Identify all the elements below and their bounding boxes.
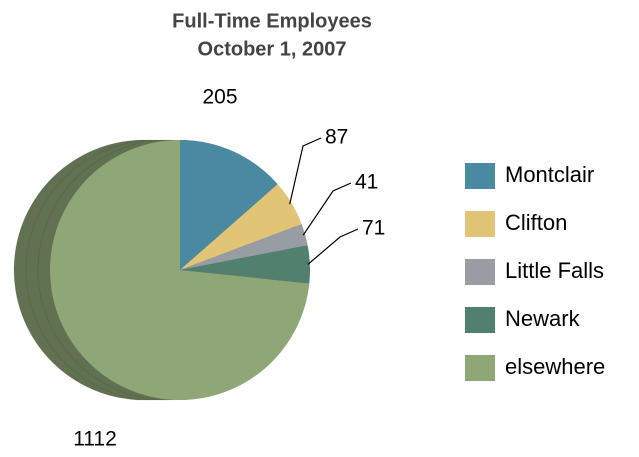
data-label: 71 xyxy=(362,217,385,240)
leader-line xyxy=(289,137,322,205)
chart-subtitle: October 1, 2007 xyxy=(198,38,347,60)
chart-title: Full-Time Employees xyxy=(172,10,372,32)
legend-label: elsewhere xyxy=(505,354,605,379)
legend-label: Montclair xyxy=(505,162,594,187)
legend-label: Little Falls xyxy=(505,258,604,283)
data-label: 41 xyxy=(355,171,378,194)
slice xyxy=(180,245,311,284)
legend-label: Newark xyxy=(505,306,581,331)
slice xyxy=(180,140,278,270)
data-label: 205 xyxy=(202,86,237,109)
legend-swatch xyxy=(465,211,495,237)
leader-line xyxy=(302,182,352,236)
data-label: 87 xyxy=(325,126,348,149)
slice xyxy=(180,224,308,270)
leader-line xyxy=(307,228,359,265)
slice xyxy=(50,140,310,400)
legend-swatch xyxy=(465,307,495,333)
slice xyxy=(180,184,302,270)
data-label: 1112 xyxy=(73,428,117,451)
legend-label: Clifton xyxy=(505,210,567,235)
legend-swatch xyxy=(465,355,495,381)
legend-swatch xyxy=(465,259,495,285)
legend-swatch xyxy=(465,163,495,189)
